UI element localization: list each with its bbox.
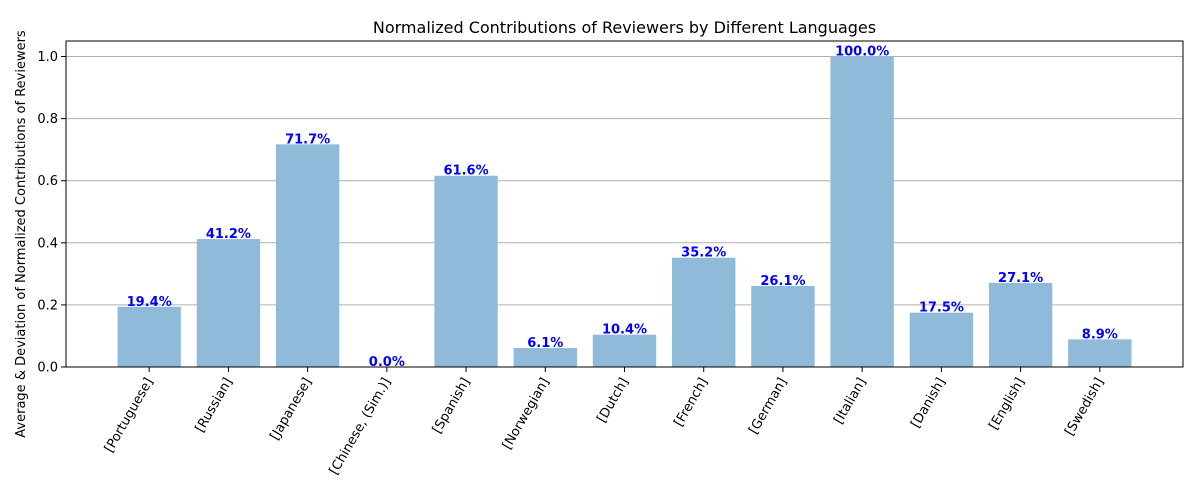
x-tick-label: [Russian] (193, 376, 236, 436)
y-tick-label: 0.8 (37, 112, 58, 127)
y-tick-label: 0.6 (37, 174, 58, 189)
x-tick-label: [Dutch] (595, 376, 632, 426)
data-label: 8.9% (1082, 327, 1118, 342)
x-tick-label: [Portuguese] (102, 376, 157, 456)
x-tick-label: [French] (672, 376, 712, 430)
x-tick-label: [English] (987, 376, 1029, 433)
x-tick-label: [Italian] (831, 376, 869, 427)
bar (592, 334, 657, 367)
x-tick-label: [Japanese] (268, 376, 316, 443)
y-tick-label: 0.2 (37, 298, 58, 313)
bar (1068, 339, 1132, 367)
bar (672, 257, 736, 367)
data-label: 6.1% (527, 336, 563, 351)
x-tick-label: [Chinese, (Sim.)] (327, 376, 395, 478)
data-label: 100.0% (835, 45, 889, 60)
data-label: 27.1% (998, 271, 1043, 286)
x-tick-label: [Spanish] (430, 376, 474, 437)
x-tick-label: [Danish] (908, 376, 948, 431)
data-label: 35.2% (681, 246, 726, 261)
x-tick-label: [Norwegian] (500, 376, 553, 453)
bar (434, 175, 498, 367)
bar (988, 282, 1053, 367)
bar (275, 144, 340, 367)
data-label: 71.7% (285, 132, 330, 147)
bar (117, 306, 181, 367)
x-axis-ticks: [Portuguese] [Russian] [Japanese] [Chinese,… (102, 367, 1107, 478)
bar (830, 56, 894, 368)
bar (513, 348, 577, 367)
y-tick-label: 0.0 (37, 361, 58, 376)
y-tick-label: 0.4 (37, 236, 58, 251)
data-label: 19.4% (127, 295, 172, 310)
y-tick-label: 1.0 (37, 50, 58, 65)
y-axis-label: Average & Deviation of Normalized Contri… (14, 30, 29, 438)
bar (909, 312, 974, 367)
data-labels: 19.4% 41.2% 71.7% 0.0% 61.6% 6.1% 10.4% 35.2% 26… (127, 45, 1118, 370)
bars (117, 56, 1132, 368)
bar (751, 285, 815, 367)
chart-title: Normalized Contributions of Reviewers by… (373, 18, 876, 37)
data-label: 0.0% (369, 355, 405, 370)
x-tick-label: [German] (746, 376, 790, 437)
data-label: 41.2% (206, 227, 251, 242)
data-label: 10.4% (602, 323, 647, 338)
data-label: 26.1% (760, 274, 805, 289)
x-tick-label: [Swedish] (1062, 376, 1107, 439)
data-label: 61.6% (444, 164, 489, 179)
data-label: 17.5% (919, 301, 964, 316)
y-axis-ticks: 0.0 0.2 0.4 0.6 0.8 1.0 (37, 50, 66, 376)
bar (196, 239, 261, 367)
